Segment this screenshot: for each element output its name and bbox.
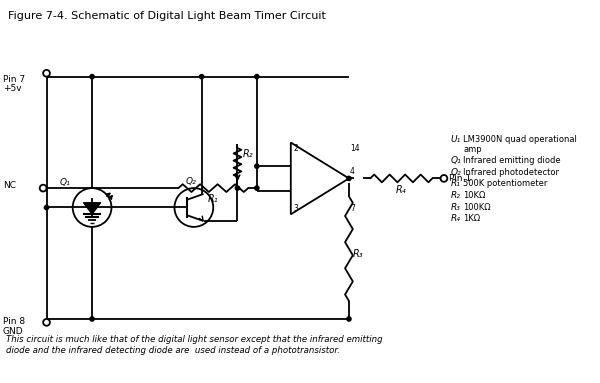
Text: R₁: R₁	[208, 194, 218, 204]
Circle shape	[90, 317, 94, 321]
Text: Pin 8: Pin 8	[3, 317, 25, 326]
Text: LM3900N quad operational: LM3900N quad operational	[463, 135, 577, 144]
Text: Pin 7: Pin 7	[3, 75, 25, 84]
Circle shape	[199, 75, 204, 79]
Text: 14: 14	[350, 144, 359, 152]
Text: 10KΩ: 10KΩ	[463, 191, 485, 200]
Text: 100KΩ: 100KΩ	[463, 203, 491, 212]
Text: Pin 1: Pin 1	[449, 174, 471, 183]
Text: Q₁: Q₁	[451, 156, 461, 165]
Circle shape	[44, 205, 49, 210]
Text: R₃: R₃	[353, 249, 364, 259]
Text: R₁: R₁	[451, 179, 461, 188]
Text: +5v: +5v	[3, 84, 22, 93]
Text: U₁: U₁	[451, 135, 461, 144]
Text: R₄: R₄	[396, 185, 407, 195]
Text: 7: 7	[350, 204, 355, 213]
Text: 4: 4	[350, 167, 355, 177]
Text: This circuit is much like that of the digital light sensor except that the infra: This circuit is much like that of the di…	[6, 336, 382, 355]
Text: R₄: R₄	[451, 214, 461, 223]
Text: Figure 7-4. Schematic of Digital Light Beam Timer Circuit: Figure 7-4. Schematic of Digital Light B…	[8, 11, 326, 21]
Text: 1KΩ: 1KΩ	[463, 214, 481, 223]
Text: R₂: R₂	[451, 191, 461, 200]
Circle shape	[255, 75, 259, 79]
Text: R₃: R₃	[451, 203, 461, 212]
Circle shape	[255, 186, 259, 190]
Text: R₂: R₂	[242, 149, 253, 159]
Text: Q₂: Q₂	[451, 168, 461, 177]
Text: Infrared photodetector: Infrared photodetector	[463, 168, 559, 177]
Text: GND: GND	[3, 327, 23, 336]
Text: Q₂: Q₂	[185, 177, 196, 186]
Text: 500K potentiometer: 500K potentiometer	[463, 179, 548, 188]
Text: 3: 3	[293, 204, 299, 213]
Polygon shape	[83, 203, 101, 214]
Text: Infrared emitting diode: Infrared emitting diode	[463, 156, 561, 165]
Text: NC: NC	[3, 181, 16, 190]
Text: amp: amp	[463, 146, 482, 154]
Circle shape	[235, 186, 239, 190]
Text: Q₁: Q₁	[60, 178, 71, 187]
Circle shape	[347, 176, 351, 180]
Text: 2: 2	[293, 144, 298, 152]
Circle shape	[347, 317, 351, 321]
Circle shape	[255, 164, 259, 169]
Circle shape	[90, 75, 94, 79]
